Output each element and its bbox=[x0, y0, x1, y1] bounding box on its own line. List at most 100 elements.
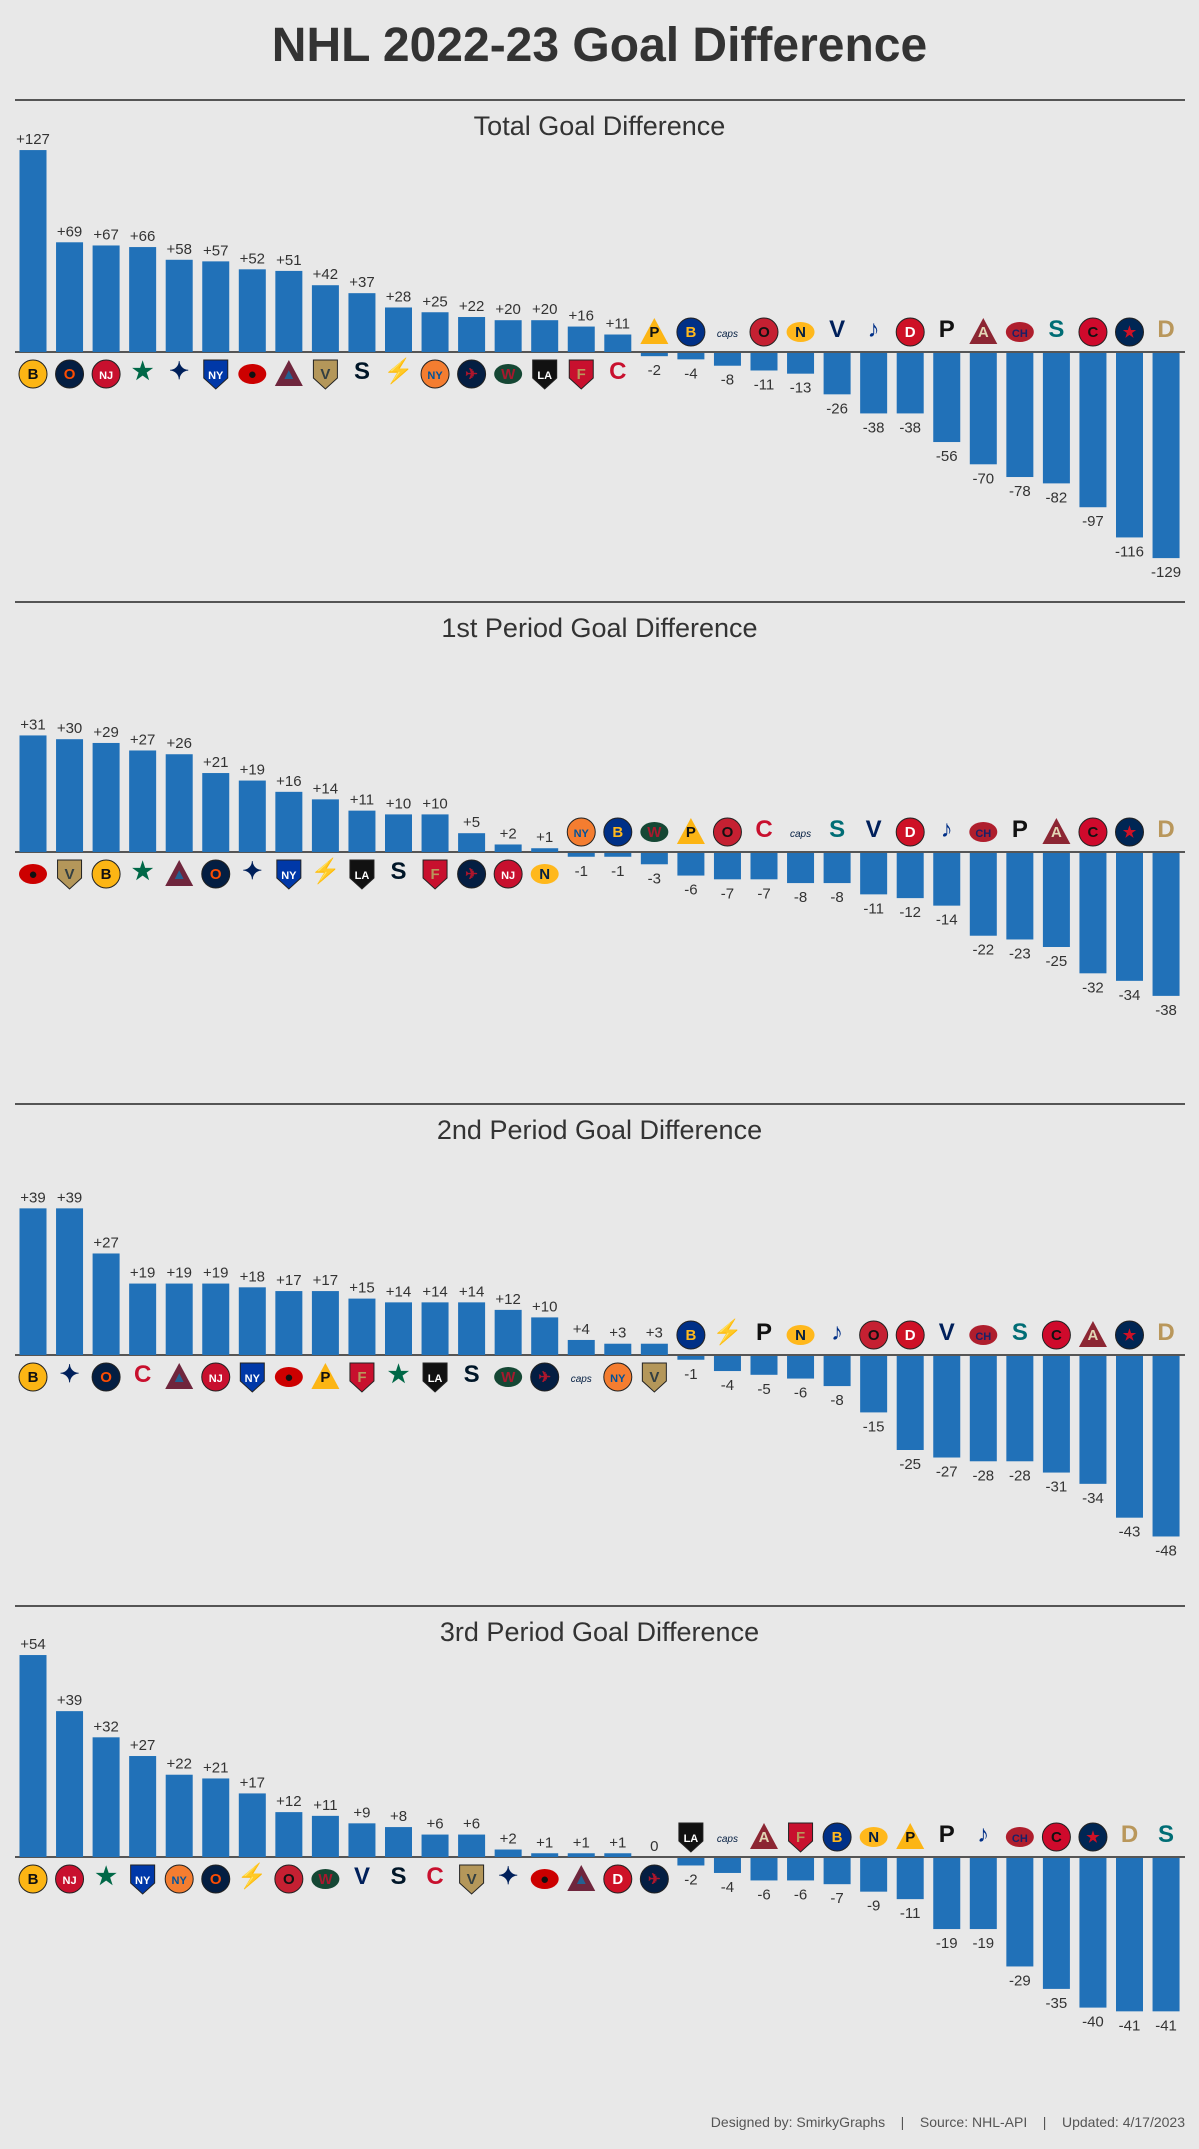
team-logo-buf-icon: B bbox=[603, 817, 633, 847]
team-logo-sjs-icon: S bbox=[829, 816, 845, 843]
svg-text:caps: caps bbox=[571, 1374, 592, 1385]
team-logo-chi-icon: C bbox=[1078, 317, 1108, 347]
bar-group-nyi: +25 NY bbox=[420, 293, 450, 389]
bar bbox=[165, 754, 193, 852]
svg-text:NY: NY bbox=[281, 870, 297, 882]
team-logo-nj-icon: NJ bbox=[91, 359, 121, 389]
bar bbox=[129, 750, 157, 852]
bar-group-phi: -19 P bbox=[933, 1821, 961, 1952]
team-logo-tor-icon: ✦ bbox=[498, 1863, 518, 1890]
panel-title-1st-period: 1st Period Goal Difference bbox=[441, 613, 758, 643]
svg-text:▲: ▲ bbox=[574, 1871, 589, 1888]
data-label: -82 bbox=[1046, 489, 1068, 506]
bar bbox=[1006, 853, 1034, 940]
bar bbox=[933, 853, 961, 906]
svg-text:✦: ✦ bbox=[59, 1361, 79, 1388]
svg-text:N: N bbox=[868, 1829, 879, 1846]
bar bbox=[604, 334, 632, 352]
data-label: 0 bbox=[650, 1838, 658, 1855]
bar-group-chi: -97 C bbox=[1078, 317, 1108, 530]
svg-text:LA: LA bbox=[684, 1833, 699, 1845]
bar bbox=[92, 1253, 120, 1355]
svg-text:✈: ✈ bbox=[538, 1369, 551, 1386]
bar-group-sea: +14 S bbox=[458, 1283, 486, 1388]
bar bbox=[1006, 1858, 1034, 1967]
bar-group-ott: -11 O bbox=[749, 317, 779, 393]
bar-group-bos: +127 B bbox=[16, 131, 50, 389]
bar-group-col: +19 ▲ bbox=[165, 1265, 194, 1389]
bar-group-min: +11 W bbox=[311, 1797, 340, 1889]
data-label: +27 bbox=[130, 731, 155, 748]
bar bbox=[1116, 853, 1143, 981]
bar bbox=[969, 353, 997, 465]
data-label: +17 bbox=[240, 1774, 265, 1791]
bar-group-nyr: +27 NY bbox=[129, 1737, 157, 1895]
data-label: +15 bbox=[349, 1280, 374, 1297]
data-label: -41 bbox=[1119, 2017, 1141, 2034]
data-label: +52 bbox=[240, 250, 265, 267]
data-label: +12 bbox=[495, 1291, 520, 1308]
bar bbox=[56, 739, 84, 852]
data-label: +6 bbox=[426, 1816, 443, 1833]
bar bbox=[458, 1302, 486, 1355]
bar bbox=[92, 742, 120, 852]
svg-text:D: D bbox=[1121, 1821, 1138, 1848]
bar bbox=[458, 833, 486, 852]
bar bbox=[713, 1858, 741, 1873]
svg-text:B: B bbox=[28, 1369, 39, 1386]
bar-group-vgk: +6 V bbox=[458, 1816, 486, 1895]
bar-group-wsh: -4 caps bbox=[713, 1834, 741, 1896]
bar-group-phi: -5 P bbox=[750, 1319, 778, 1398]
data-label: -1 bbox=[684, 1366, 697, 1383]
svg-text:D: D bbox=[905, 1327, 916, 1344]
data-label: +30 bbox=[57, 720, 82, 737]
data-label: -38 bbox=[899, 419, 921, 436]
team-logo-stl-icon: ♪ bbox=[868, 316, 880, 343]
svg-text:P: P bbox=[1012, 816, 1028, 843]
data-label: +14 bbox=[422, 1283, 447, 1300]
data-label: -3 bbox=[648, 870, 661, 887]
svg-text:✦: ✦ bbox=[169, 358, 189, 385]
svg-text:O: O bbox=[722, 824, 734, 841]
bar-group-ana: -38 D bbox=[1152, 816, 1180, 1019]
svg-text:S: S bbox=[390, 858, 406, 885]
data-label: +66 bbox=[130, 228, 155, 245]
team-logo-ott-icon: O bbox=[712, 817, 742, 847]
team-logo-wsh-icon: caps bbox=[717, 329, 738, 340]
bar bbox=[385, 814, 412, 852]
data-label: +29 bbox=[93, 724, 118, 741]
svg-text:NY: NY bbox=[427, 370, 443, 382]
svg-text:V: V bbox=[354, 1863, 370, 1890]
bar-group-col: +1 ▲ bbox=[567, 1834, 596, 1891]
data-label: -4 bbox=[684, 365, 697, 382]
bar-group-buf: -4 B bbox=[676, 317, 706, 382]
bar-group-dal: +27 ★ bbox=[129, 731, 157, 885]
team-logo-cbj-icon: ★ bbox=[1115, 1320, 1144, 1350]
bar bbox=[1079, 353, 1107, 508]
bar-group-ana: -48 D bbox=[1152, 1319, 1180, 1559]
bar bbox=[202, 1283, 230, 1355]
bar bbox=[129, 247, 157, 352]
svg-text:W: W bbox=[501, 1369, 516, 1386]
bar-group-sea: +37 S bbox=[348, 274, 376, 385]
bar bbox=[494, 320, 522, 352]
data-label: +11 bbox=[313, 1797, 337, 1814]
team-logo-edm-icon: O bbox=[55, 359, 85, 389]
bar-group-wpg: +10 ✈ bbox=[530, 1298, 560, 1392]
bar bbox=[421, 1834, 449, 1857]
data-label: -41 bbox=[1155, 2017, 1177, 2034]
bar bbox=[494, 1849, 522, 1857]
svg-text:D: D bbox=[905, 324, 916, 341]
bar bbox=[165, 259, 193, 352]
data-label: -78 bbox=[1009, 483, 1031, 500]
team-logo-pit-icon: P bbox=[896, 1823, 925, 1849]
data-label: +4 bbox=[573, 1321, 590, 1338]
team-logo-det-icon: D bbox=[895, 1320, 925, 1350]
data-label: +26 bbox=[166, 735, 191, 752]
svg-text:★: ★ bbox=[132, 858, 154, 885]
bar bbox=[56, 1711, 84, 1857]
bar bbox=[19, 150, 47, 352]
bar bbox=[823, 1356, 851, 1387]
bar bbox=[677, 1858, 705, 1866]
bar-group-det: -12 D bbox=[895, 817, 925, 921]
